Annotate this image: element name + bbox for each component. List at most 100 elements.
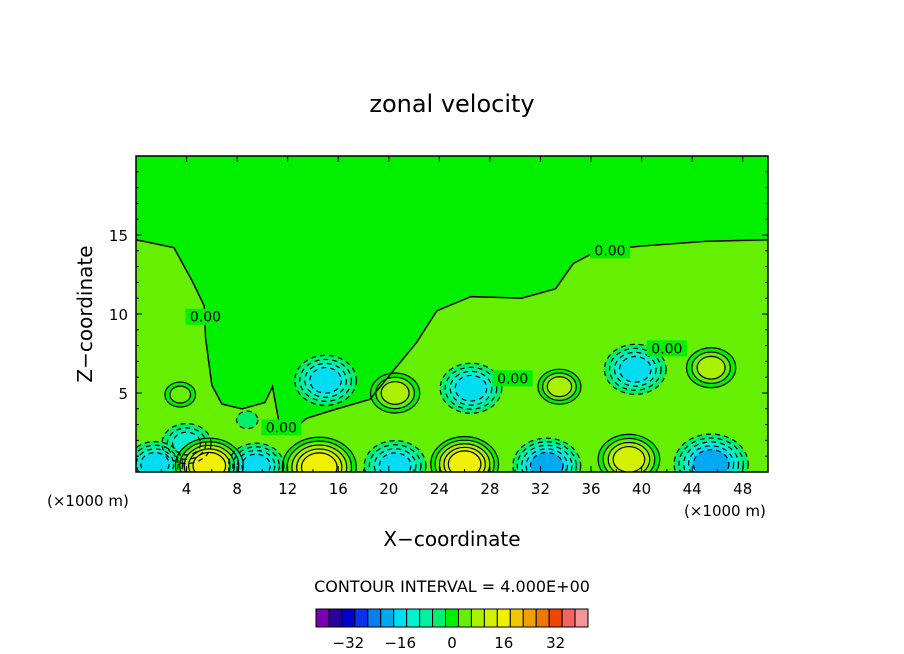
contour-line (521, 444, 573, 472)
x-tick-label: 48 (733, 480, 752, 498)
contour-line (685, 347, 737, 389)
colorbar-swatch (535, 608, 550, 628)
contour-line (192, 451, 227, 472)
negative-cell (455, 375, 487, 402)
negative-cell (236, 411, 258, 429)
x-tick-label: 44 (683, 480, 702, 498)
x-tick-label: 24 (430, 480, 449, 498)
y-tick-label: 10 (109, 306, 128, 324)
positive-cell (169, 386, 191, 404)
contour-line (300, 452, 338, 472)
contour-line (183, 444, 235, 472)
x-tick-label: 16 (329, 480, 348, 498)
colorbar-swatch (445, 608, 459, 628)
zero-contour-line (136, 238, 768, 429)
colorbar-swatch (328, 608, 343, 628)
colorbar-swatch (315, 608, 330, 628)
x-tick-label: 4 (182, 480, 192, 498)
colorbar-swatch (393, 608, 408, 628)
contour-line (608, 347, 662, 391)
x-tick-label: 20 (379, 480, 398, 498)
x-tick-label: 36 (581, 480, 600, 498)
contour-line (369, 372, 421, 414)
colorbar-swatch (354, 608, 369, 628)
contour-line (529, 451, 564, 472)
contour-line (516, 441, 577, 472)
colorbar-swatch (509, 608, 524, 628)
contour-line (444, 366, 498, 410)
colorbar (315, 608, 589, 628)
colorbar-swatch (457, 608, 472, 628)
contour-line (380, 381, 410, 405)
contour-line (232, 446, 280, 472)
contour-line (296, 448, 343, 472)
colorbar-swatch (561, 608, 576, 628)
contour-line (454, 374, 488, 402)
contour-line (678, 437, 744, 472)
contour-line (673, 433, 749, 472)
y-tick-label: 15 (109, 227, 128, 245)
colorbar-tick-label: 0 (447, 634, 457, 652)
plot-area (136, 156, 768, 472)
contour-line (375, 376, 415, 410)
contour-label: 0.00 (497, 371, 528, 387)
negative-cell (379, 452, 411, 472)
contour-line (438, 443, 491, 472)
negative-cell (140, 452, 170, 472)
contour-line (299, 358, 352, 402)
colorbar-tick-label: −32 (333, 634, 365, 652)
x-tick-label: 40 (632, 480, 651, 498)
contour-label: 0.00 (190, 310, 221, 326)
contour-line (136, 441, 184, 472)
zero-region-top (136, 156, 768, 428)
contour-label-bg (590, 242, 630, 259)
negative-cell (619, 356, 652, 383)
x-unit-right: (×1000 m) (684, 502, 766, 520)
contour-line (378, 452, 412, 472)
contour-label: 0.00 (651, 341, 682, 357)
negative-cell (693, 449, 729, 472)
contour-interval-label: CONTOUR INTERVAL = 4.000E+00 (314, 577, 590, 596)
contour-line (363, 440, 427, 472)
contour-line (603, 343, 667, 395)
contour-label: 0.00 (266, 420, 297, 436)
contour-line (683, 441, 740, 472)
contour-line (188, 448, 231, 472)
colorbar-swatch (419, 608, 434, 628)
contour-line (443, 446, 486, 472)
colorbar-tick-label: 16 (494, 634, 513, 652)
positive-cell (193, 452, 226, 472)
contour-line (161, 422, 212, 465)
x-tick-label: 8 (232, 480, 242, 498)
contour-label-bg (261, 419, 302, 436)
contour-line (227, 442, 285, 472)
contour-label-bg (646, 340, 687, 357)
contour-line (597, 433, 661, 472)
contour-line (541, 372, 577, 401)
contour-line (281, 436, 357, 472)
positive-cell (613, 446, 645, 472)
negative-cell (309, 367, 342, 394)
negative-cell (241, 454, 271, 472)
contour-line (241, 453, 271, 472)
contour-line (613, 351, 657, 387)
contour-label-bg (185, 308, 226, 325)
contour-line (172, 431, 202, 456)
positive-cell (381, 381, 410, 405)
contour-line (291, 444, 348, 472)
contour-line (140, 451, 170, 472)
colorbar-swatch (470, 608, 485, 628)
contour-line (286, 440, 353, 472)
contour-line (512, 437, 582, 472)
contour-line (169, 385, 192, 404)
contour-line (602, 437, 656, 472)
contour-line (696, 355, 726, 380)
contour-line (546, 376, 573, 398)
negative-cell (530, 452, 564, 472)
contour-line (174, 437, 244, 472)
contour-line (164, 381, 197, 408)
y-tick-label: 5 (118, 385, 128, 403)
positive-cell (547, 376, 572, 397)
contour-line (179, 441, 240, 472)
chart-title: zonal velocity (369, 90, 534, 118)
